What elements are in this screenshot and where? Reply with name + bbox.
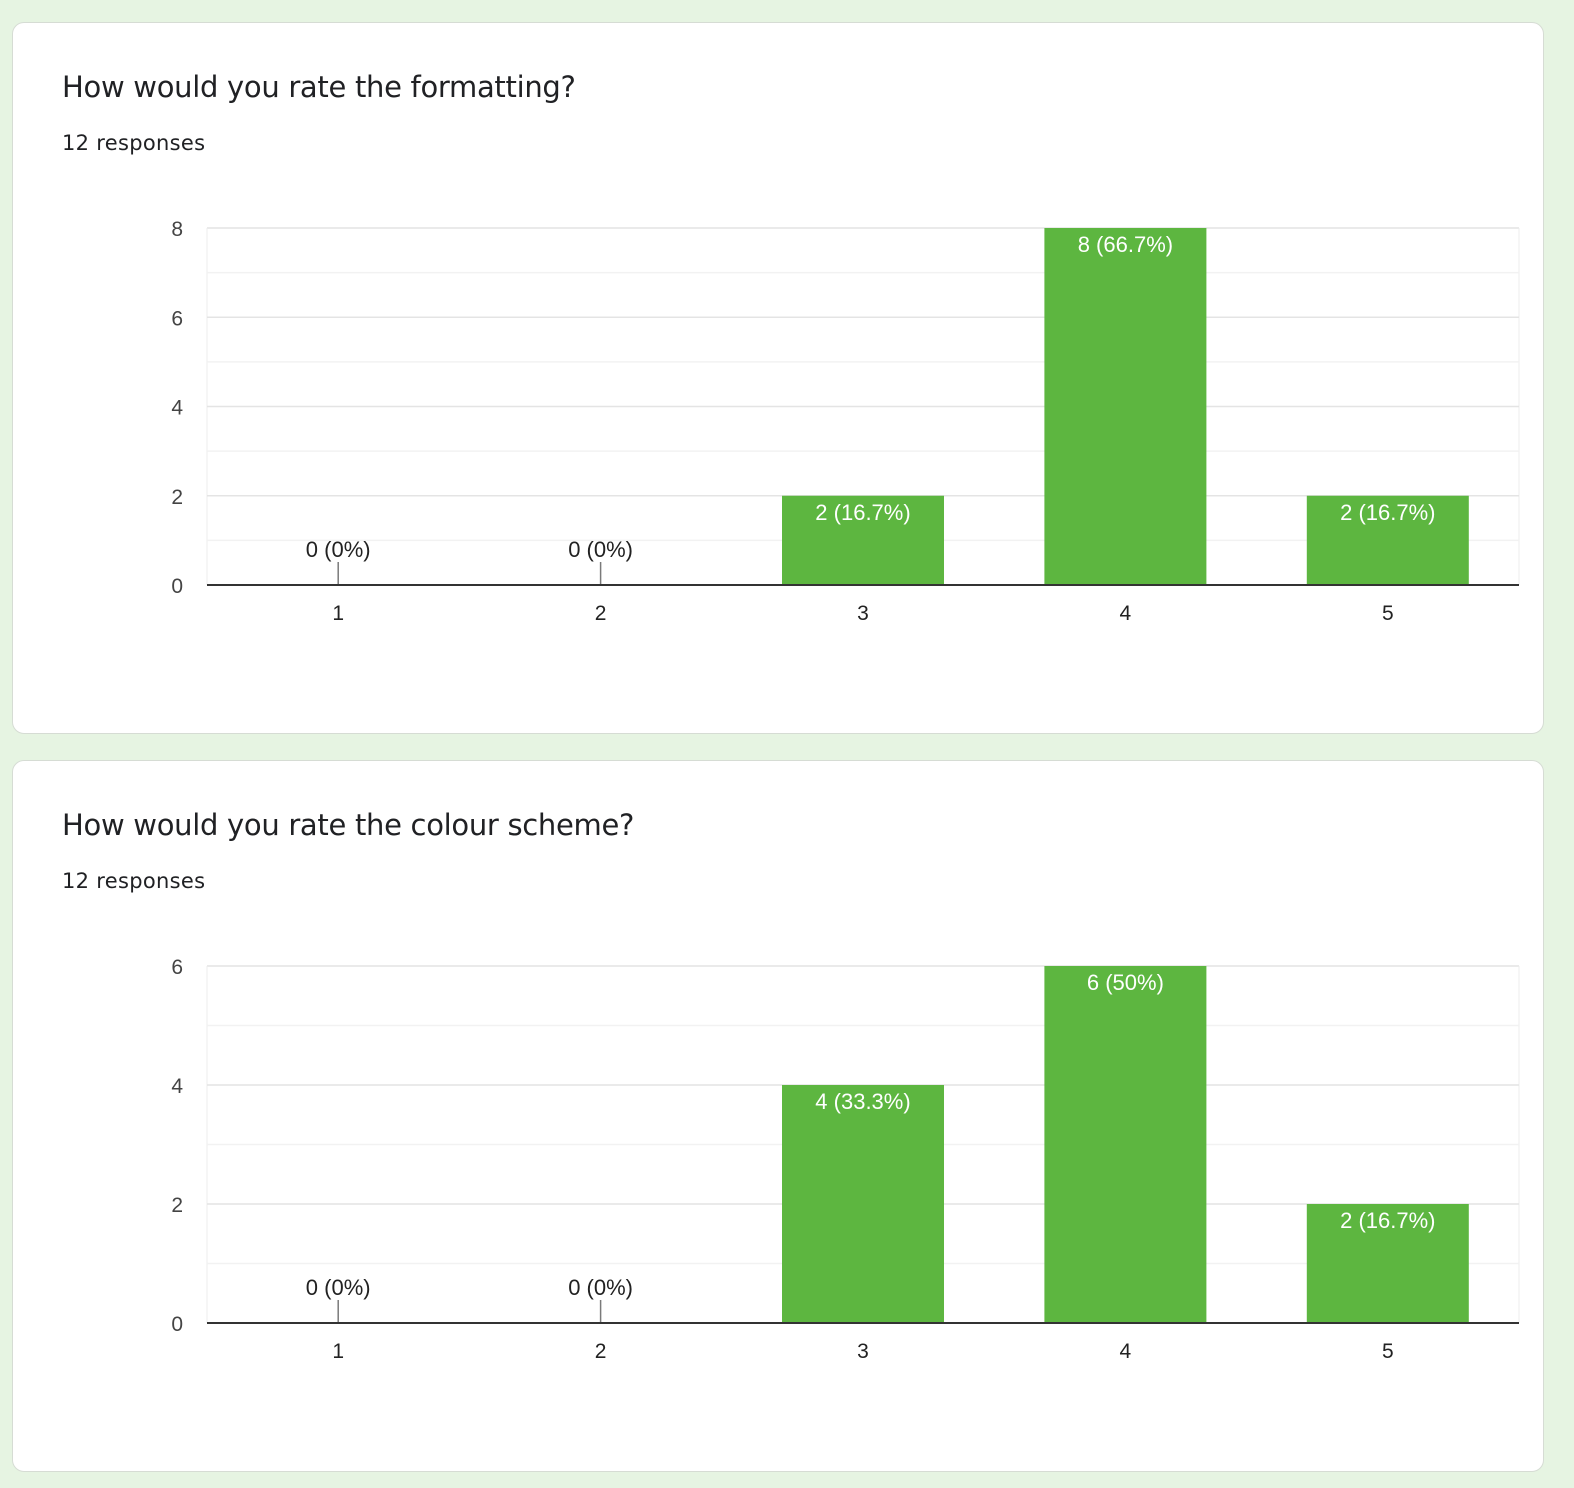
bar-data-label: 2 (16.7%) — [1340, 500, 1435, 525]
x-tick-label: 2 — [595, 1340, 607, 1363]
question-card-colour-scheme: How would you rate the colour scheme? 12… — [12, 760, 1544, 1472]
x-tick-label: 5 — [1382, 602, 1394, 625]
question-title: How would you rate the colour scheme? — [62, 808, 635, 842]
bar — [1306, 495, 1469, 585]
x-tick-label: 1 — [332, 602, 344, 625]
bar-data-label: 2 (16.7%) — [1340, 1208, 1435, 1233]
bar-chart-formatting: 0 2 4 6 8 0 (0%) 1 0 (0%) 2 2 (16.7%) 3 8 (66.7%) 4 2… — [171, 218, 1520, 625]
x-tick-label: 4 — [1120, 602, 1132, 625]
x-tick-label: 2 — [595, 602, 607, 625]
y-tick-label: 4 — [171, 1075, 183, 1098]
bar-data-label: 2 (16.7%) — [815, 500, 910, 525]
x-tick-label: 1 — [332, 1340, 344, 1363]
question-title: How would you rate the formatting? — [62, 70, 576, 104]
bar-data-label: 4 (33.3%) — [815, 1089, 910, 1114]
question-card-formatting: How would you rate the formatting? 12 re… — [12, 22, 1544, 734]
bar — [1306, 1204, 1469, 1323]
y-tick-label: 2 — [171, 1194, 183, 1217]
bar-data-label: 8 (66.7%) — [1078, 232, 1173, 257]
bar-data-label: 0 (0%) — [568, 1275, 633, 1300]
response-count: 12 responses — [62, 869, 206, 893]
response-count: 12 responses — [62, 131, 206, 155]
bar-data-label: 6 (50%) — [1087, 970, 1164, 995]
y-tick-label: 6 — [171, 307, 183, 330]
y-tick-label: 2 — [171, 486, 183, 509]
bar-data-label: 0 (0%) — [568, 537, 633, 562]
bar — [782, 495, 944, 585]
x-tick-label: 4 — [1120, 1340, 1132, 1363]
bar — [782, 1085, 944, 1323]
bar-data-label: 0 (0%) — [306, 1275, 371, 1300]
x-tick-label: 3 — [857, 602, 869, 625]
y-tick-label: 0 — [171, 1313, 183, 1336]
bar-data-label: 0 (0%) — [306, 537, 371, 562]
y-tick-label: 4 — [171, 397, 183, 420]
bar — [1044, 966, 1207, 1323]
x-tick-label: 3 — [857, 1340, 869, 1363]
bar — [1044, 228, 1207, 585]
bar-chart-colour-scheme: 0 2 4 6 0 (0%) 1 0 (0%) 2 4 (33.3%) 3 6 (50%) 4 2 (1… — [171, 956, 1520, 1363]
x-tick-label: 5 — [1382, 1340, 1394, 1363]
y-tick-label: 6 — [171, 956, 183, 979]
y-tick-label: 0 — [171, 575, 183, 598]
y-tick-label: 8 — [171, 218, 183, 241]
